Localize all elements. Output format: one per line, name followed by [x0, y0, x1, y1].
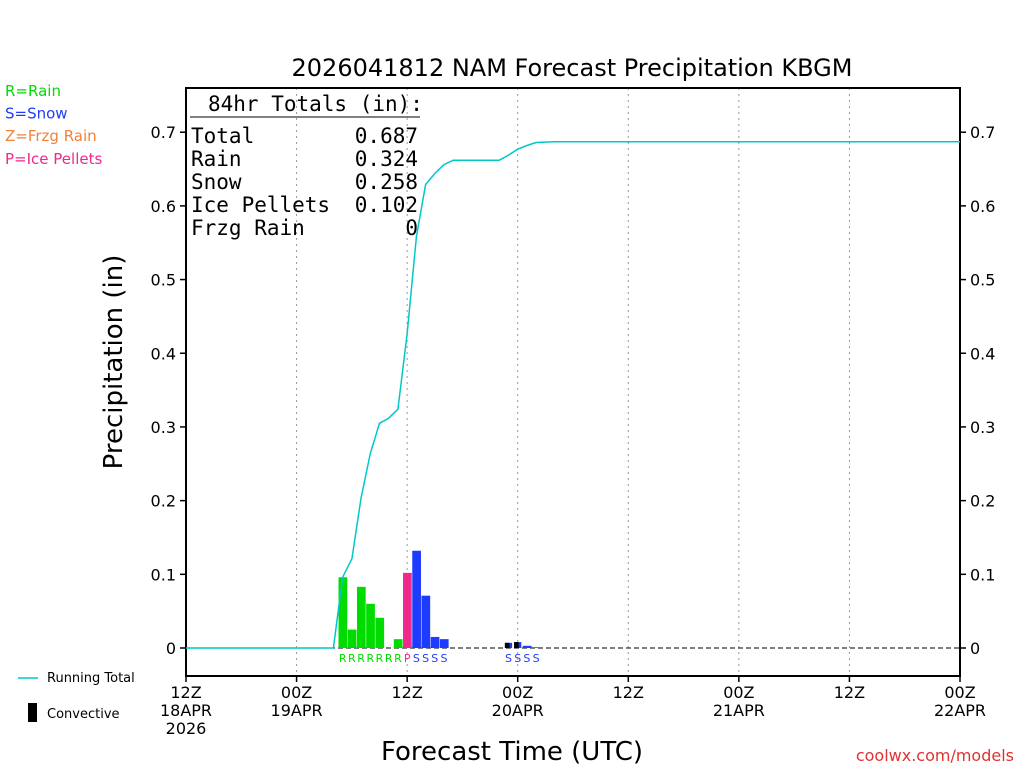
bar-snow	[439, 639, 449, 648]
x-tick-label: 22APR	[934, 701, 986, 720]
convective-legend-label: Convective	[47, 707, 120, 722]
precip-type-letter: S	[422, 652, 429, 665]
y-tick-label-left: 0.7	[151, 123, 176, 142]
totals-row-value: 0	[405, 216, 418, 240]
y-tick-label-right: 0.2	[970, 492, 995, 511]
y-tick-label-right: 0.5	[970, 271, 995, 290]
bar-rain	[356, 586, 366, 648]
precip-type-letter: R	[339, 652, 347, 665]
y-tick-label-right: 0.3	[970, 418, 995, 437]
precip-type-letter: S	[413, 652, 420, 665]
precip-type-letter: R	[376, 652, 384, 665]
precip-type-letter: S	[533, 652, 540, 665]
precip-type-letter: S	[514, 652, 521, 665]
running-total-legend-label: Running Total	[47, 671, 135, 686]
precip-type-letter: P	[404, 652, 411, 665]
bar-rain	[347, 629, 357, 648]
x-tick-label: 12Z	[391, 683, 422, 702]
x-tick-label: 2026	[166, 719, 207, 738]
y-tick-label-right: 0.1	[970, 565, 995, 584]
totals-row-label: Frzg Rain	[191, 216, 305, 240]
legend-type-label: P=Ice Pellets	[5, 150, 102, 168]
x-tick-label: 19APR	[271, 701, 323, 720]
x-tick-label: 00Z	[723, 683, 754, 702]
bar-snow	[522, 645, 532, 648]
y-tick-label-left: 0	[166, 639, 176, 658]
bar-snow	[421, 595, 431, 648]
legend-type-label: R=Rain	[5, 82, 61, 100]
y-tick-label-left: 0.1	[151, 565, 176, 584]
legend-type-label: S=Snow	[5, 105, 68, 123]
precip-type-letter: S	[505, 652, 512, 665]
y-tick-label-left: 0.4	[151, 344, 176, 363]
y-tick-label-right: 0.7	[970, 123, 995, 142]
precip-type-letter: R	[348, 652, 356, 665]
x-tick-label: 12Z	[170, 683, 201, 702]
x-tick-label: 00Z	[281, 683, 312, 702]
precip-type-letter: S	[441, 652, 448, 665]
totals-row-label: Total	[191, 124, 254, 148]
convective-legend-swatch	[28, 703, 37, 722]
x-tick-label: 21APR	[713, 701, 765, 720]
precip-type-letter: R	[357, 652, 365, 665]
y-tick-label-right: 0.4	[970, 344, 995, 363]
bar-convective	[514, 642, 519, 648]
bar-convective	[504, 642, 510, 648]
bar-snow	[430, 636, 440, 648]
x-tick-label: 00Z	[502, 683, 533, 702]
y-tick-label-right: 0.6	[970, 197, 995, 216]
precip-type-letter: R	[385, 652, 393, 665]
totals-heading: 84hr Totals (in):	[208, 92, 423, 116]
bar-rain	[338, 577, 348, 648]
precip-type-letter: R	[366, 652, 374, 665]
x-tick-label: 20APR	[492, 701, 544, 720]
plot-frame	[185, 87, 961, 677]
y-axis-label: Precipitation (in)	[99, 255, 129, 470]
totals-row-value: 0.324	[355, 147, 418, 171]
precip-type-letter: S	[523, 652, 530, 665]
y-tick-label-left: 0.5	[151, 271, 176, 290]
bar-rain	[375, 617, 385, 648]
chart-title: 2026041812 NAM Forecast Precipitation KB…	[292, 54, 853, 82]
x-tick-label: 12Z	[834, 683, 865, 702]
legend-type-label: Z=Frzg Rain	[5, 127, 97, 145]
totals-row-label: Rain	[191, 147, 242, 171]
y-tick-label-right: 0	[970, 639, 980, 658]
y-tick-label-left: 0.3	[151, 418, 176, 437]
totals-row-value: 0.258	[355, 170, 418, 194]
bar-snow	[412, 550, 421, 648]
y-tick-label-left: 0.2	[151, 492, 176, 511]
credit-text: coolwx.com/models	[856, 746, 1014, 765]
bar-rain	[366, 603, 375, 648]
bar-snow	[532, 647, 541, 648]
x-tick-label: 00Z	[944, 683, 975, 702]
precip-type-letter: S	[431, 652, 438, 665]
totals-row-value: 0.687	[355, 124, 418, 148]
running-total-line	[186, 141, 960, 649]
bar-rain	[393, 639, 403, 648]
x-tick-label: 12Z	[613, 683, 644, 702]
y-tick-label-left: 0.6	[151, 197, 176, 216]
bar-ice	[403, 572, 412, 648]
x-axis-label: Forecast Time (UTC)	[381, 737, 643, 767]
totals-row-label: Snow	[191, 170, 242, 194]
totals-row-label: Ice Pellets	[191, 193, 330, 217]
x-tick-label: 18APR	[160, 701, 212, 720]
totals-row-value: 0.102	[355, 193, 418, 217]
precip-type-letter: R	[394, 652, 402, 665]
